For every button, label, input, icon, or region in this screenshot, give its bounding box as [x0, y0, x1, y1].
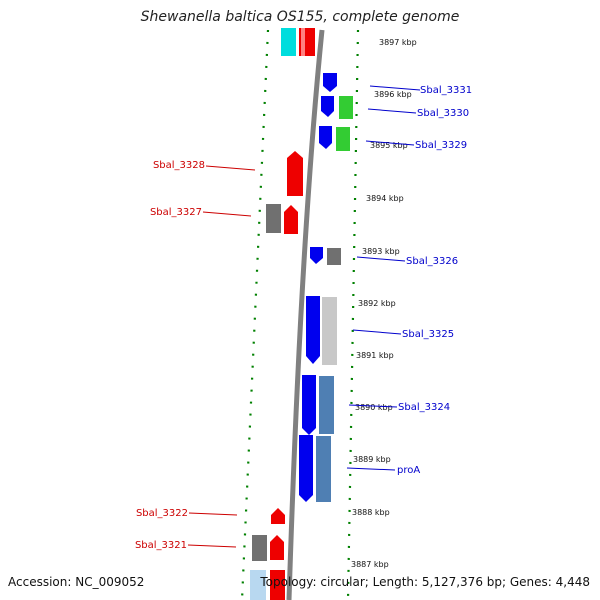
- tick-label: 3892 kbp: [358, 299, 396, 308]
- gene-label-sbal3321[interactable]: Sbal_3321: [135, 540, 187, 551]
- feature-red-top-highlight: [301, 28, 305, 56]
- leader-line: [356, 256, 406, 262]
- feature-sbal3325-lightgray[interactable]: [322, 297, 337, 365]
- gene-label-proa[interactable]: proA: [397, 465, 420, 476]
- leader-line: [348, 404, 398, 408]
- feature-sbal3326-blue[interactable]: [310, 247, 323, 264]
- features: [250, 28, 353, 600]
- feature-cyan-top[interactable]: [281, 28, 296, 56]
- leader-line: [205, 165, 256, 171]
- feature-sbal3330-green[interactable]: [339, 96, 353, 119]
- feature-sbal3321-red[interactable]: [270, 535, 284, 560]
- gene-label-sbal3324[interactable]: Sbal_3324: [398, 402, 450, 413]
- feature-sbal3326-gray[interactable]: [327, 248, 341, 265]
- feature-proa-steel[interactable]: [316, 436, 331, 502]
- gene-label-sbal3327[interactable]: Sbal_3327: [150, 207, 202, 218]
- tick-label: 3895 kbp: [370, 141, 408, 150]
- backbone-line: [286, 29, 325, 600]
- leader-line: [188, 512, 238, 516]
- leader-line: [187, 544, 237, 548]
- genome-summary-text: Topology: circular; Length: 5,127,376 bp…: [260, 575, 590, 589]
- leader-line: [365, 140, 415, 146]
- tick-label: 3890 kbp: [355, 403, 393, 412]
- gene-label-sbal3331[interactable]: Sbal_3331: [420, 85, 472, 96]
- leader-lines: [187, 85, 421, 548]
- tick-label: 3894 kbp: [366, 194, 404, 203]
- feature-sbal3322[interactable]: [271, 508, 285, 524]
- tick-label: 3887 kbp: [351, 560, 389, 569]
- leader-line: [202, 211, 252, 217]
- map-title: Shewanella baltica OS155, complete genom…: [140, 9, 460, 25]
- tick-label: 3893 kbp: [362, 247, 400, 256]
- feature-sbal3324-blue[interactable]: [302, 375, 316, 435]
- feature-sbal3329-green[interactable]: [336, 127, 350, 151]
- gene-label-sbal3330[interactable]: Sbal_3330: [417, 108, 469, 119]
- feature-sbal3328[interactable]: [287, 151, 303, 196]
- tick-label: 3891 kbp: [356, 351, 394, 360]
- feature-sbal3325-blue[interactable]: [306, 296, 320, 364]
- tick-label: 3897 kbp: [379, 38, 417, 47]
- gene-label-sbal3325[interactable]: Sbal_3325: [402, 329, 454, 340]
- leader-line: [346, 467, 396, 471]
- feature-sbal3324-steel[interactable]: [319, 376, 334, 434]
- tick-label: 3888 kbp: [352, 508, 390, 517]
- tick-label: 3889 kbp: [353, 455, 391, 464]
- feature-sbal3321-gray[interactable]: [252, 535, 267, 561]
- gene-label-sbal3328[interactable]: Sbal_3328: [153, 160, 205, 171]
- feature-bottom-red[interactable]: [270, 570, 285, 600]
- feature-bottom-lightblue[interactable]: [250, 570, 266, 600]
- left-dotted-rail: [240, 29, 270, 600]
- tick-labels: 3897 kbp 3896 kbp 3895 kbp 3894 kbp 3893…: [351, 38, 417, 569]
- gene-labels: Sbal_3331 Sbal_3330 Sbal_3329 Sbal_3328 …: [135, 85, 472, 551]
- feature-sbal3327-gray[interactable]: [266, 204, 281, 233]
- gene-label-sbal3326[interactable]: Sbal_3326: [406, 256, 458, 267]
- feature-sbal3327-red[interactable]: [284, 205, 298, 234]
- feature-sbal3331[interactable]: [323, 73, 337, 92]
- feature-sbal3329-blue[interactable]: [319, 126, 332, 149]
- feature-sbal3330-blue[interactable]: [321, 96, 334, 117]
- feature-proa-blue[interactable]: [299, 435, 313, 502]
- gene-label-sbal3322[interactable]: Sbal_3322: [136, 508, 188, 519]
- accession-text: Accession: NC_009052: [8, 575, 145, 589]
- gene-label-sbal3329[interactable]: Sbal_3329: [415, 140, 467, 151]
- leader-line: [367, 108, 417, 114]
- leader-line: [369, 85, 421, 91]
- tick-label: 3896 kbp: [374, 90, 412, 99]
- leader-line: [352, 329, 402, 335]
